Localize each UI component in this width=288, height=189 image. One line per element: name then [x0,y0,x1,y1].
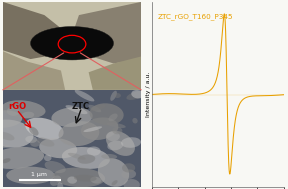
Ellipse shape [7,107,20,116]
Ellipse shape [132,118,138,123]
Ellipse shape [0,145,11,148]
Polygon shape [72,2,141,64]
Ellipse shape [31,26,113,60]
Ellipse shape [62,147,110,169]
Ellipse shape [51,107,93,127]
Ellipse shape [6,167,55,184]
Ellipse shape [121,137,141,148]
Ellipse shape [57,182,63,189]
Ellipse shape [58,121,99,146]
Ellipse shape [0,120,33,148]
Ellipse shape [109,114,118,121]
Ellipse shape [98,158,129,187]
Polygon shape [3,51,65,90]
Ellipse shape [77,154,95,164]
Ellipse shape [88,105,101,112]
Ellipse shape [65,105,88,114]
Polygon shape [3,2,72,59]
Ellipse shape [112,127,122,134]
Ellipse shape [121,169,136,179]
Ellipse shape [131,90,144,98]
Ellipse shape [45,161,66,173]
Ellipse shape [21,112,34,119]
Ellipse shape [29,127,39,136]
Ellipse shape [107,122,126,128]
Ellipse shape [67,177,77,184]
Y-axis label: Intensity / a.u.: Intensity / a.u. [145,72,151,117]
Ellipse shape [30,140,40,147]
Ellipse shape [0,132,14,140]
Ellipse shape [126,91,146,100]
Ellipse shape [44,155,52,161]
Ellipse shape [123,179,140,189]
Ellipse shape [25,136,37,143]
Ellipse shape [2,100,46,118]
Ellipse shape [74,175,97,182]
Ellipse shape [37,138,54,147]
Ellipse shape [25,118,64,140]
Text: ZTC_rGO_T160_P345: ZTC_rGO_T160_P345 [157,13,233,20]
Text: 1 μm: 1 μm [31,172,47,177]
Ellipse shape [90,104,106,111]
Ellipse shape [107,141,123,150]
Text: ZTC: ZTC [72,101,90,111]
Ellipse shape [110,91,117,101]
Ellipse shape [106,131,135,156]
Ellipse shape [0,110,22,128]
Ellipse shape [114,93,121,98]
Polygon shape [89,57,141,90]
Ellipse shape [81,118,118,140]
Ellipse shape [75,90,94,101]
Ellipse shape [50,176,61,186]
Ellipse shape [87,146,101,156]
Ellipse shape [0,147,44,169]
Ellipse shape [101,154,117,159]
Ellipse shape [68,153,86,160]
Ellipse shape [90,177,101,184]
Ellipse shape [39,138,77,158]
Ellipse shape [53,168,105,187]
Ellipse shape [84,126,102,132]
Ellipse shape [106,132,120,141]
Ellipse shape [122,163,135,173]
Text: rGO: rGO [8,101,26,111]
Ellipse shape [2,158,11,163]
Ellipse shape [111,180,118,185]
Ellipse shape [90,103,124,125]
